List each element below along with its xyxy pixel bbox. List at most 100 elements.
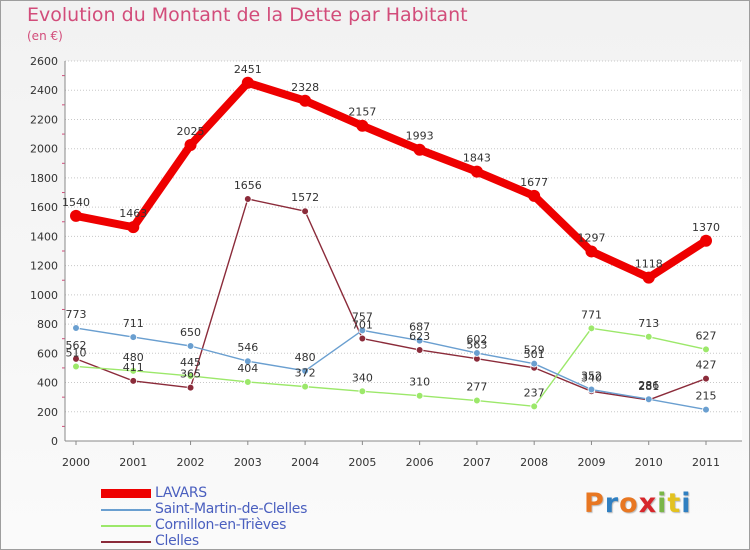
data-point [244, 378, 252, 386]
data-label: 411 [123, 361, 144, 374]
y-tick-label: 2400 [30, 84, 58, 97]
data-label: 372 [295, 367, 316, 380]
series-line-saint-martin-de-clelles [75, 327, 707, 411]
data-label: 562 [66, 339, 87, 352]
data-label: 1843 [463, 152, 491, 165]
data-label: 215 [696, 390, 717, 403]
data-label: 286 [638, 379, 659, 392]
data-point [413, 143, 426, 156]
y-tick-label: 2200 [30, 113, 58, 126]
data-point [244, 357, 252, 366]
legend-swatch [101, 541, 151, 543]
y-tick-label: 1200 [30, 260, 58, 273]
y-tick-label: 600 [37, 347, 58, 360]
data-label: 771 [581, 308, 602, 321]
legend: LAVARS Saint-Martin-de-Clelles Cornillon-e… [101, 485, 401, 549]
data-point [184, 139, 197, 152]
data-label: 623 [409, 330, 430, 343]
data-label: 1677 [520, 176, 548, 189]
y-tick-label: 1000 [30, 289, 58, 302]
proxiti-logo: Proxiti [584, 488, 692, 519]
data-point [186, 342, 195, 350]
x-tick-label: 2008 [520, 456, 548, 469]
data-label: 1993 [406, 130, 434, 143]
y-tick-label: 400 [37, 377, 58, 390]
data-point [530, 402, 538, 411]
data-point [587, 385, 596, 394]
plot-area [65, 61, 742, 441]
data-point [358, 334, 367, 343]
data-label: 340 [352, 371, 373, 384]
data-point [358, 387, 367, 396]
data-label: 480 [123, 351, 144, 364]
data-point [700, 234, 712, 247]
data-point [186, 372, 195, 380]
legend-label: Clelles [155, 533, 199, 549]
data-point [415, 346, 424, 354]
data-label: 1656 [234, 179, 262, 192]
data-point [530, 359, 538, 368]
x-tick-label: 2001 [119, 456, 147, 469]
x-tick-label: 2004 [291, 456, 319, 469]
data-point [241, 76, 254, 89]
data-label: 2025 [177, 125, 205, 138]
data-point [642, 271, 655, 284]
data-label: 713 [638, 317, 659, 330]
data-point [702, 345, 710, 354]
x-tick-label: 2009 [577, 456, 605, 469]
data-point [702, 374, 710, 383]
x-tick-label: 2000 [62, 456, 90, 469]
data-label: 711 [123, 317, 144, 330]
data-label: 352 [581, 370, 602, 383]
data-label: 2328 [291, 81, 319, 94]
data-point [301, 367, 309, 375]
data-point [244, 195, 252, 203]
legend-label: LAVARS [155, 485, 207, 501]
data-label: 701 [352, 319, 373, 332]
data-label: 480 [295, 351, 316, 364]
legend-item: Cornillon-en-Trièves [101, 517, 401, 533]
data-point [129, 377, 138, 385]
x-tick-label: 2007 [463, 456, 491, 469]
data-point [585, 245, 598, 258]
data-point [415, 336, 424, 345]
series-line-cornillon-en-tri-ves [75, 327, 707, 408]
data-label: 365 [180, 368, 201, 381]
data-label: 627 [696, 329, 717, 342]
data-label: 510 [66, 346, 87, 359]
series-line-clelles [75, 198, 707, 401]
data-label: 340 [581, 371, 602, 384]
data-point [186, 383, 195, 392]
data-point [127, 221, 140, 234]
data-point [301, 382, 309, 391]
data-point [129, 333, 138, 341]
y-tick-label: 1800 [30, 172, 58, 185]
data-point [528, 189, 541, 202]
data-label: 281 [638, 380, 659, 393]
data-label: 501 [524, 348, 545, 361]
x-tick-label: 2010 [635, 456, 663, 469]
data-point [72, 355, 80, 363]
data-label: 1463 [119, 207, 147, 220]
data-label: 310 [409, 376, 430, 389]
data-point [415, 391, 424, 400]
data-point [473, 396, 481, 405]
data-point [70, 209, 82, 222]
data-point [358, 326, 367, 335]
y-tick-label: 200 [37, 406, 58, 419]
data-label: 1540 [62, 196, 90, 209]
data-point [470, 165, 483, 178]
data-label: 1370 [692, 221, 720, 234]
y-tick-label: 2600 [30, 55, 58, 68]
series-line-lavars [72, 78, 710, 282]
data-point [644, 332, 653, 341]
x-tick-label: 2006 [406, 456, 434, 469]
data-point [644, 395, 653, 404]
legend-swatch [101, 525, 151, 527]
y-tick-label: 0 [51, 435, 58, 448]
data-label: 2451 [234, 63, 262, 76]
data-label: 687 [409, 321, 430, 334]
data-point [301, 207, 309, 216]
data-label: 1572 [291, 191, 319, 204]
x-tick-label: 2003 [234, 456, 262, 469]
